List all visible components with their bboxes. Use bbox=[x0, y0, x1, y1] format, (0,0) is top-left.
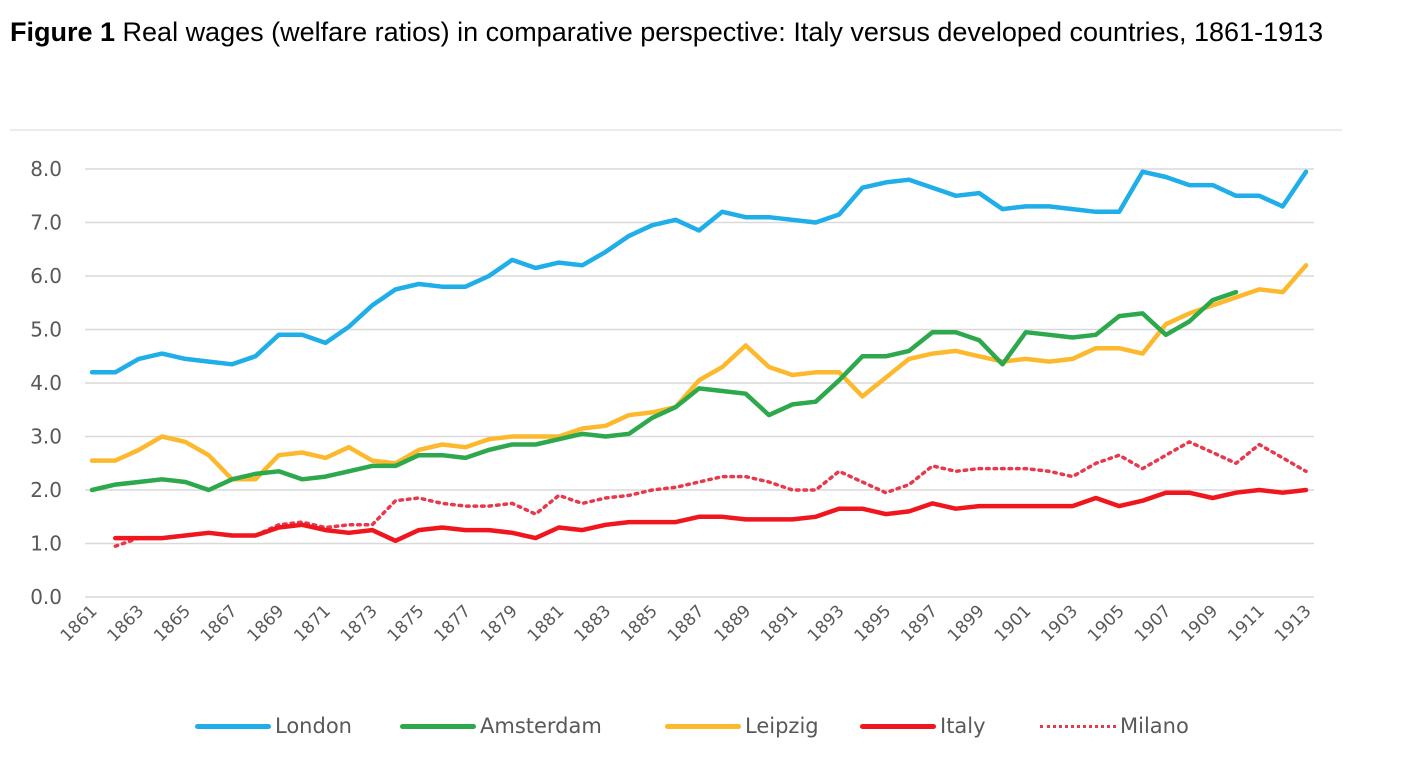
x-tick-label: 1867 bbox=[197, 601, 242, 646]
x-tick-label: 1883 bbox=[570, 601, 615, 646]
legend-item-amsterdam: Amsterdam bbox=[400, 706, 602, 746]
x-tick-label: 1905 bbox=[1084, 601, 1129, 646]
legend-label: Italy bbox=[940, 714, 986, 738]
gridlines bbox=[85, 168, 1314, 598]
legend-label: Amsterdam bbox=[480, 714, 602, 738]
line-chart: 0.0 1.0 2.0 3.0 4.0 5.0 6.0 7.0 8.0 1861 1863 1865… bbox=[30, 157, 1316, 646]
x-tick-label: 1879 bbox=[477, 601, 522, 646]
x-tick-label: 1897 bbox=[897, 601, 942, 646]
x-tick-label: 1861 bbox=[57, 601, 102, 646]
x-tick-label: 1873 bbox=[337, 601, 382, 646]
x-tick-label: 1911 bbox=[1224, 601, 1269, 646]
y-axis-tick-labels: 0.0 1.0 2.0 3.0 4.0 5.0 6.0 7.0 8.0 bbox=[30, 157, 62, 609]
series-line-italy bbox=[113, 487, 1309, 544]
x-tick-label: 1881 bbox=[524, 601, 569, 646]
legend-swatch bbox=[1040, 724, 1116, 728]
x-tick-label: 1893 bbox=[804, 601, 849, 646]
legend-swatch bbox=[400, 723, 476, 729]
x-tick-label: 1877 bbox=[430, 601, 475, 646]
legend-label: Leipzig bbox=[745, 714, 819, 738]
chart-frame-top-border bbox=[10, 129, 1342, 131]
figure-caption: Figure 1 Real wages (welfare ratios) in … bbox=[10, 14, 1410, 51]
legend-label: Milano bbox=[1120, 714, 1189, 738]
x-tick-label: 1863 bbox=[103, 601, 148, 646]
x-tick-label: 1885 bbox=[617, 601, 662, 646]
legend-item-italy: Italy bbox=[860, 706, 986, 746]
legend-swatch bbox=[860, 723, 936, 729]
y-tick-label: 0.0 bbox=[30, 585, 62, 609]
y-tick-label: 1.0 bbox=[30, 532, 62, 556]
x-tick-label: 1891 bbox=[757, 601, 802, 646]
figure-label: Figure 1 bbox=[10, 17, 116, 47]
x-tick-label: 1871 bbox=[290, 601, 335, 646]
x-tick-label: 1889 bbox=[710, 601, 755, 646]
y-tick-label: 4.0 bbox=[30, 371, 62, 395]
series-line-london bbox=[89, 169, 1309, 375]
legend-label: London bbox=[275, 714, 352, 738]
y-tick-label: 5.0 bbox=[30, 318, 62, 342]
y-tick-label: 2.0 bbox=[30, 478, 62, 502]
x-tick-label: 1865 bbox=[150, 601, 195, 646]
x-tick-label: 1901 bbox=[991, 601, 1036, 646]
x-tick-label: 1913 bbox=[1271, 601, 1316, 646]
y-tick-label: 3.0 bbox=[30, 425, 62, 449]
x-tick-label: 1909 bbox=[1177, 601, 1222, 646]
x-axis-tick-labels: 1861 1863 1865 1867 1869 1871 1873 1875 1877 1879… bbox=[57, 601, 1316, 646]
series-lines bbox=[89, 169, 1309, 548]
figure-title: Real wages (welfare ratios) in comparati… bbox=[115, 17, 1324, 47]
chart-legend: London Amsterdam Leipzig Italy Milano bbox=[0, 706, 1416, 746]
y-tick-label: 7.0 bbox=[30, 211, 62, 235]
legend-item-milano: Milano bbox=[1040, 706, 1189, 746]
y-tick-label: 8.0 bbox=[30, 157, 62, 181]
series-line-milano bbox=[113, 440, 1308, 548]
x-tick-label: 1903 bbox=[1037, 601, 1082, 646]
series-line-amsterdam bbox=[89, 289, 1239, 493]
x-tick-label: 1907 bbox=[1131, 601, 1176, 646]
x-tick-label: 1869 bbox=[244, 601, 289, 646]
series-line-leipzig bbox=[89, 263, 1309, 482]
legend-swatch bbox=[195, 723, 271, 729]
y-tick-label: 6.0 bbox=[30, 264, 62, 288]
x-tick-label: 1899 bbox=[944, 601, 989, 646]
legend-swatch bbox=[665, 723, 741, 729]
x-tick-label: 1875 bbox=[384, 601, 429, 646]
x-tick-label: 1887 bbox=[664, 601, 709, 646]
legend-item-leipzig: Leipzig bbox=[665, 706, 819, 746]
x-tick-label: 1895 bbox=[851, 601, 896, 646]
legend-item-london: London bbox=[195, 706, 352, 746]
